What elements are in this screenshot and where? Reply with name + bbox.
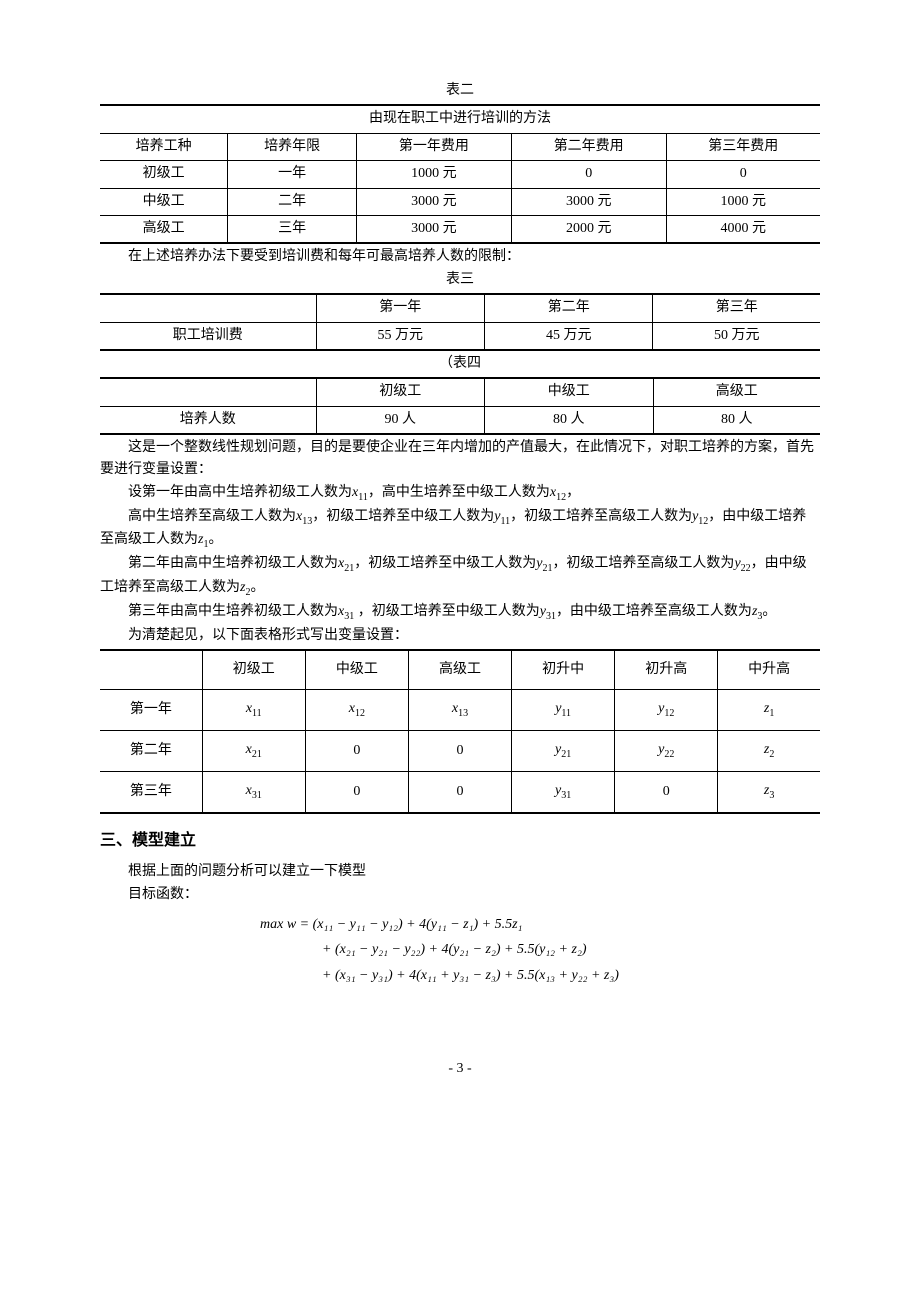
table-row: 第一年 x11 x12 x13 y11 y12 z1 xyxy=(100,690,820,731)
objective-formula: max w = (x₁₁ − y₁₁ − y₁₂) + 4(y₁₁ − z₁) … xyxy=(260,912,820,988)
table-row: 培养人数 90 人 80 人 80 人 xyxy=(100,406,820,434)
analysis-p4: 第二年由高中生培养初级工人数为x21，初级工培养至中级工人数为y21，初级工培养… xyxy=(100,553,820,601)
section3-title: 三、模型建立 xyxy=(100,828,820,854)
between-text: 在上述培养办法下要受到培训费和每年可最高培养人数的限制： xyxy=(100,246,820,268)
var-table-header: 初级工 中级工 高级工 初升中 初升高 中升高 xyxy=(100,650,820,690)
analysis-p6: 为清楚起见，以下面表格形式写出变量设置： xyxy=(100,625,820,647)
table2-caption: 表二 xyxy=(100,80,820,102)
table-row: 职工培训费 55 万元 45 万元 50 万元 xyxy=(100,322,820,350)
analysis-p5: 第三年由高中生培养初级工人数为x31 ，初级工培养至中级工人数为y31，由中级工… xyxy=(100,601,820,625)
section3-p2: 目标函数： xyxy=(100,884,820,906)
analysis-p3: 高中生培养至高级工人数为x13，初级工培养至中级工人数为y11，初级工培养至高级… xyxy=(100,506,820,554)
analysis-p2: 设第一年由高中生培养初级工人数为x11，高中生培养至中级工人数为x12， xyxy=(100,482,820,506)
table-row: 中级工 二年 3000 元 3000 元 1000 元 xyxy=(100,188,820,215)
formula-line3: + (x₃₁ − y₃₁) + 4(x₁₁ + y₃₁ − z₃) + 5.5(… xyxy=(322,963,820,988)
table2-header-row: 培养工种 培养年限 第一年费用 第二年费用 第三年费用 xyxy=(100,133,820,160)
table3: 第一年 第二年 第三年 职工培训费 55 万元 45 万元 50 万元 xyxy=(100,293,820,351)
table2-span-header: 由现在职工中进行培训的方法 xyxy=(100,105,820,133)
table3-header-row: 第一年 第二年 第三年 xyxy=(100,294,820,322)
table-row: 第三年 x31 0 0 y31 0 z3 xyxy=(100,772,820,813)
table4-header-row: 初级工 中级工 高级工 xyxy=(100,378,820,406)
table4: 初级工 中级工 高级工 培养人数 90 人 80 人 80 人 xyxy=(100,377,820,435)
table-row: 第二年 x21 0 0 y21 y22 z2 xyxy=(100,731,820,772)
variable-table: 初级工 中级工 高级工 初升中 初升高 中升高 第一年 x11 x12 x13 … xyxy=(100,649,820,814)
analysis-p1: 这是一个整数线性规划问题，目的是要使企业在三年内增加的产值最大，在此情况下，对职… xyxy=(100,437,820,482)
formula-line2: + (x₂₁ − y₂₁ − y₂₂) + 4(y₂₁ − z₂) + 5.5(… xyxy=(322,937,820,962)
table-row: 高级工 三年 3000 元 2000 元 4000 元 xyxy=(100,215,820,243)
section3-p1: 根据上面的问题分析可以建立一下模型 xyxy=(100,861,820,883)
table4-caption: （表四 xyxy=(100,353,820,375)
page-number: - 3 - xyxy=(100,1058,820,1080)
table-row: 初级工 一年 1000 元 0 0 xyxy=(100,161,820,188)
table2: 由现在职工中进行培训的方法 培养工种 培养年限 第一年费用 第二年费用 第三年费… xyxy=(100,104,820,244)
formula-line1: max w = (x₁₁ − y₁₁ − y₁₂) + 4(y₁₁ − z₁) … xyxy=(260,912,820,937)
table3-caption: 表三 xyxy=(100,269,820,291)
